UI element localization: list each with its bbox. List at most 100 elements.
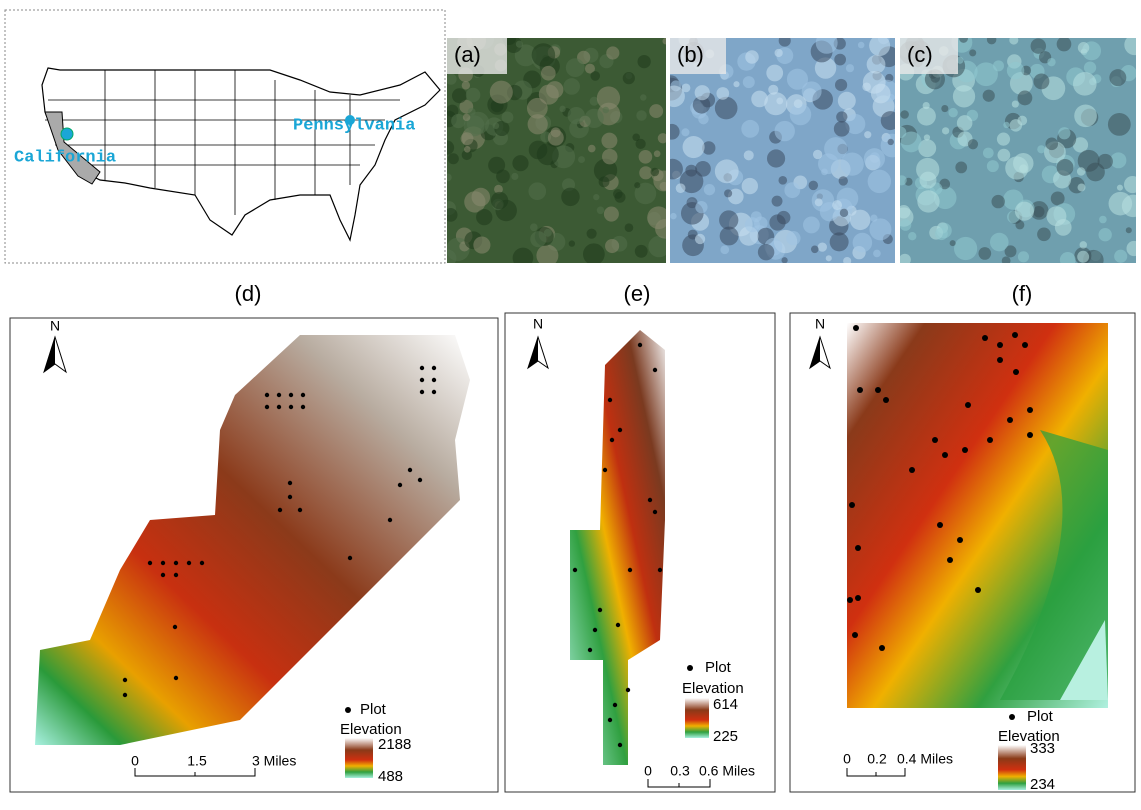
plot-dot xyxy=(148,561,152,565)
canopy xyxy=(864,131,871,138)
canopy xyxy=(758,244,774,260)
canopy xyxy=(1099,228,1112,241)
canopy xyxy=(1018,251,1029,262)
canopy xyxy=(444,208,458,222)
canopy xyxy=(1003,122,1009,128)
canopy xyxy=(663,86,685,108)
canopy xyxy=(1015,220,1024,229)
plot-dot xyxy=(173,625,177,629)
canopy xyxy=(569,240,575,246)
canopy xyxy=(461,132,474,145)
canopy xyxy=(660,182,669,191)
legend-max: 2188 xyxy=(378,736,411,753)
color-bar xyxy=(685,698,709,738)
legend-plot: Plot xyxy=(360,701,387,718)
canopy xyxy=(640,94,646,100)
canopy xyxy=(490,81,513,104)
canopy xyxy=(639,166,652,179)
canopy xyxy=(578,156,585,163)
photo-label: (a) xyxy=(454,42,481,67)
canopy xyxy=(772,196,783,207)
plot-dot xyxy=(997,342,1003,348)
canopy xyxy=(863,71,886,94)
plot-dot xyxy=(987,437,993,443)
plot-dot xyxy=(653,510,657,514)
canopy xyxy=(648,236,669,257)
canopy xyxy=(695,161,711,177)
plot-dot xyxy=(432,378,436,382)
plot-dot xyxy=(947,557,953,563)
scale-label: 0 xyxy=(843,751,851,767)
canopy xyxy=(537,143,559,165)
canopy xyxy=(998,149,1011,162)
canopy xyxy=(1060,252,1076,268)
plot-dot xyxy=(418,478,422,482)
canopy xyxy=(1009,36,1018,45)
canopy xyxy=(720,245,729,254)
plot-dot xyxy=(432,366,436,370)
scale-label: 0 xyxy=(131,753,139,769)
canopy xyxy=(513,248,534,269)
canopy xyxy=(649,104,663,118)
plot-dot xyxy=(965,402,971,408)
canopy xyxy=(548,130,564,146)
plot-dot xyxy=(289,393,293,397)
plot-dot xyxy=(398,483,402,487)
legend-max: 614 xyxy=(713,696,738,713)
plot-dot xyxy=(855,545,861,551)
canopy xyxy=(840,209,848,217)
canopy xyxy=(744,150,754,160)
canopy xyxy=(745,50,759,64)
legend-min: 225 xyxy=(713,728,738,745)
canopy xyxy=(1045,138,1058,151)
canopy xyxy=(528,182,546,200)
canopy xyxy=(969,49,976,56)
plot-dot xyxy=(608,718,612,722)
canopy xyxy=(1117,185,1123,191)
canopy xyxy=(613,189,623,199)
canopy xyxy=(695,201,707,213)
canopy xyxy=(651,168,660,177)
canopy xyxy=(816,32,838,54)
canopy xyxy=(473,236,490,253)
canopy xyxy=(568,107,585,124)
plot-dot xyxy=(277,393,281,397)
legend-dot xyxy=(345,707,351,713)
plot-dot xyxy=(883,397,889,403)
canopy xyxy=(768,85,778,95)
canopy xyxy=(955,162,967,174)
canopy xyxy=(993,60,1004,71)
canopy xyxy=(741,120,759,138)
canopy xyxy=(440,140,454,154)
plot-dot xyxy=(909,467,915,473)
canopy xyxy=(1047,58,1055,66)
canopy xyxy=(588,145,596,153)
canopy xyxy=(775,121,795,141)
canopy xyxy=(786,231,800,245)
canopy xyxy=(1077,167,1085,175)
canopy xyxy=(464,146,471,153)
canopy xyxy=(948,108,957,117)
canopy xyxy=(1010,119,1023,132)
canopy xyxy=(1099,216,1107,224)
canopy xyxy=(511,173,518,180)
canopy xyxy=(954,237,977,260)
canopy xyxy=(830,232,849,251)
canopy xyxy=(769,214,785,230)
canopy xyxy=(991,195,1004,208)
canopy xyxy=(900,219,912,231)
canopy xyxy=(695,234,705,244)
canopy xyxy=(858,42,865,49)
canopy xyxy=(834,54,846,66)
canopy xyxy=(488,157,505,174)
canopy xyxy=(867,55,886,74)
plot-dot xyxy=(618,428,622,432)
plot-dot xyxy=(962,447,968,453)
canopy xyxy=(639,150,653,164)
elevation-map xyxy=(570,330,665,765)
canopy xyxy=(997,133,1010,146)
plot-dot xyxy=(187,561,191,565)
canopy xyxy=(1033,73,1049,89)
canopy xyxy=(1114,250,1127,263)
plot-dot xyxy=(174,676,178,680)
